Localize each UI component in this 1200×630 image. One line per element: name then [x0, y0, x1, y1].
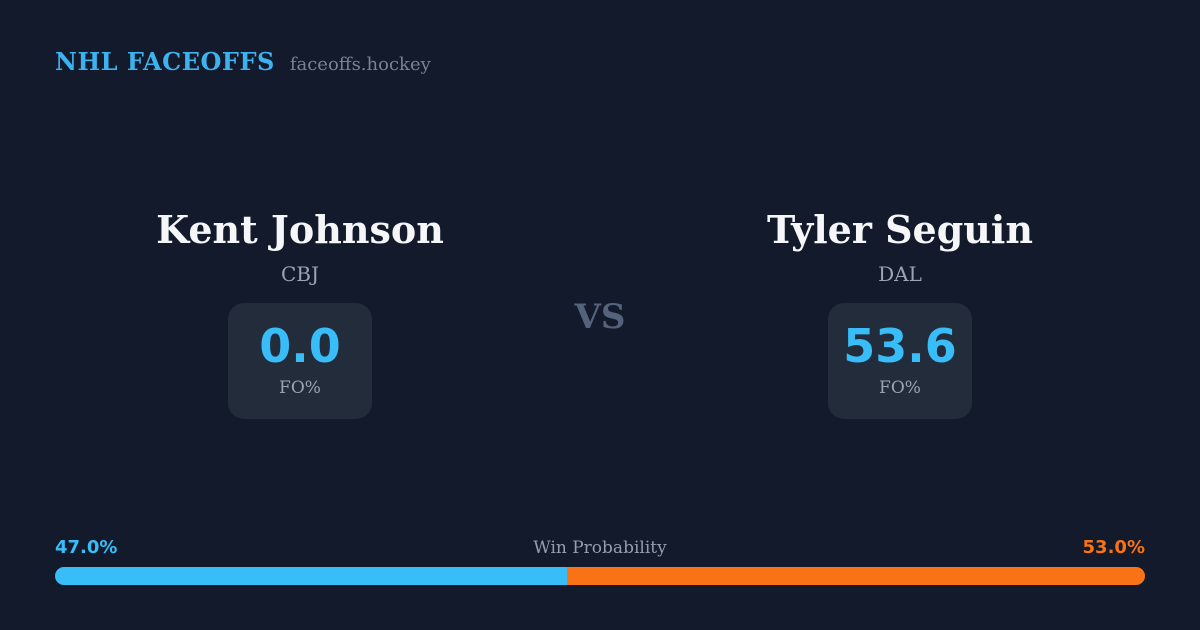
player-left: Kent Johnson CBJ 0.0 FO%: [0, 208, 600, 419]
player-left-name: Kent Johnson: [156, 207, 444, 252]
left-probability-segment: [55, 567, 568, 585]
win-probability-title: Win Probability: [533, 538, 667, 558]
player-right-stat-label: FO%: [879, 378, 921, 399]
player-left-stat-box: 0.0 FO%: [228, 302, 372, 419]
win-probability-labels: 47.0% Win Probability 53.0%: [55, 537, 1145, 558]
header: NHL FACEOFFS faceoffs.hockey: [55, 47, 431, 76]
win-probability-section: 47.0% Win Probability 53.0%: [55, 537, 1145, 585]
player-left-stat-label: FO%: [279, 378, 321, 399]
vs-label: VS: [574, 297, 626, 337]
matchup-section: Kent Johnson CBJ 0.0 FO% Tyler Seguin DA…: [0, 208, 1200, 419]
player-right-stat-value: 53.6: [843, 319, 957, 374]
brand-title: NHL FACEOFFS: [55, 47, 275, 76]
win-probability-bar: [55, 567, 1145, 585]
right-probability-value: 53.0%: [1082, 537, 1145, 558]
right-probability-segment: [567, 567, 1145, 585]
site-url: faceoffs.hockey: [289, 54, 431, 75]
player-right: Tyler Seguin DAL 53.6 FO%: [600, 208, 1200, 419]
player-left-team: CBJ: [280, 261, 320, 286]
left-probability-value: 47.0%: [55, 537, 118, 558]
player-left-stat-value: 0.0: [259, 319, 341, 374]
player-right-name: Tyler Seguin: [767, 207, 1033, 252]
player-right-team: DAL: [878, 261, 922, 286]
player-right-stat-box: 53.6 FO%: [828, 302, 972, 419]
